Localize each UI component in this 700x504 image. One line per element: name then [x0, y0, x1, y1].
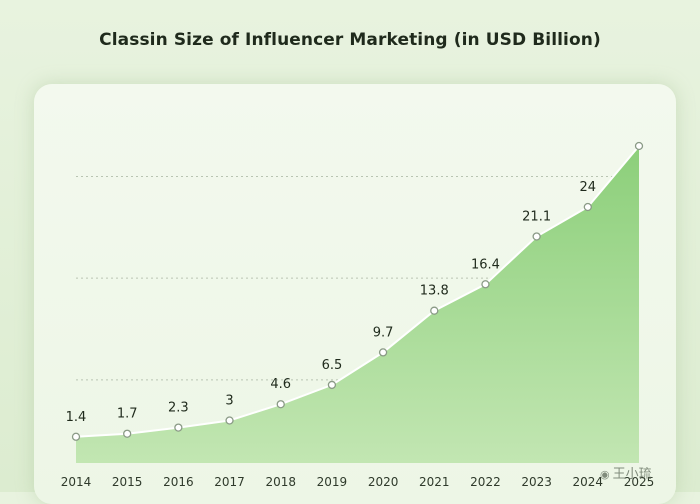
data-label-2023: 21.1 [522, 209, 551, 224]
x-tick-2019: 2019 [317, 475, 348, 489]
data-point-2014 [71, 432, 81, 441]
x-tick-2015: 2015 [112, 475, 143, 489]
data-label-2018: 4.6 [270, 377, 291, 392]
data-label-2016: 2.3 [168, 401, 189, 416]
data-point-2017 [225, 416, 234, 425]
x-tick-2021: 2021 [419, 475, 450, 489]
x-tick-2017: 2017 [214, 475, 245, 489]
data-point-2022 [481, 280, 490, 289]
data-point-2023 [532, 232, 541, 241]
data-point-2021 [430, 306, 439, 315]
data-label-2017: 3 [225, 394, 233, 409]
data-point-2015 [123, 429, 132, 438]
x-tick-2016: 2016 [163, 475, 194, 489]
data-label-2021: 13.8 [420, 284, 449, 299]
data-label-2014: 1.4 [66, 410, 87, 425]
data-label-2019: 6.5 [322, 358, 343, 373]
watermark: ◉ 王小琉 [600, 463, 652, 482]
data-point-2020 [378, 348, 388, 357]
area-fill [76, 146, 639, 463]
x-tick-2024: 2024 [573, 475, 604, 489]
series-line [75, 145, 640, 438]
data-point-2016 [174, 423, 183, 432]
x-tick-2022: 2022 [470, 475, 501, 489]
watermark-text: 王小琉 [612, 467, 652, 482]
x-tick-2018: 2018 [265, 475, 296, 489]
x-axis-ticks: 2014 2015 2016 2017 2018 2019 2020 2021 2022 2023… [61, 475, 655, 489]
x-tick-2020: 2020 [368, 475, 399, 489]
area-chart: 1.4 1.7 2.3 34.66.59.713.816.421.124 2014 20… [61, 141, 655, 489]
series-area [76, 146, 639, 463]
x-tick-2014: 2014 [61, 475, 92, 489]
data-label-2022: 16.4 [471, 257, 500, 272]
series-line-path [75, 145, 640, 438]
weibo-icon: ◉ [600, 468, 610, 481]
data-label-2020: 9.7 [373, 325, 394, 340]
x-tick-2025: 2025 [624, 475, 655, 489]
chart-title: Classin Size of Influencer Marketing (in… [99, 30, 601, 50]
data-markers [71, 141, 644, 441]
data-labels: 1.4 1.7 2.3 3 4.6 6.5 9.7 13.8 16.4 21.1 24 [66, 180, 596, 425]
data-point-2019 [327, 380, 337, 390]
data-point-2024 [583, 202, 592, 212]
data-label-2024: 24 [580, 180, 597, 195]
x-tick-2023: 2023 [521, 475, 552, 489]
data-label-2015: 1.7 [117, 407, 138, 422]
data-point-2018 [276, 400, 285, 409]
data-point-2025 [634, 141, 644, 151]
